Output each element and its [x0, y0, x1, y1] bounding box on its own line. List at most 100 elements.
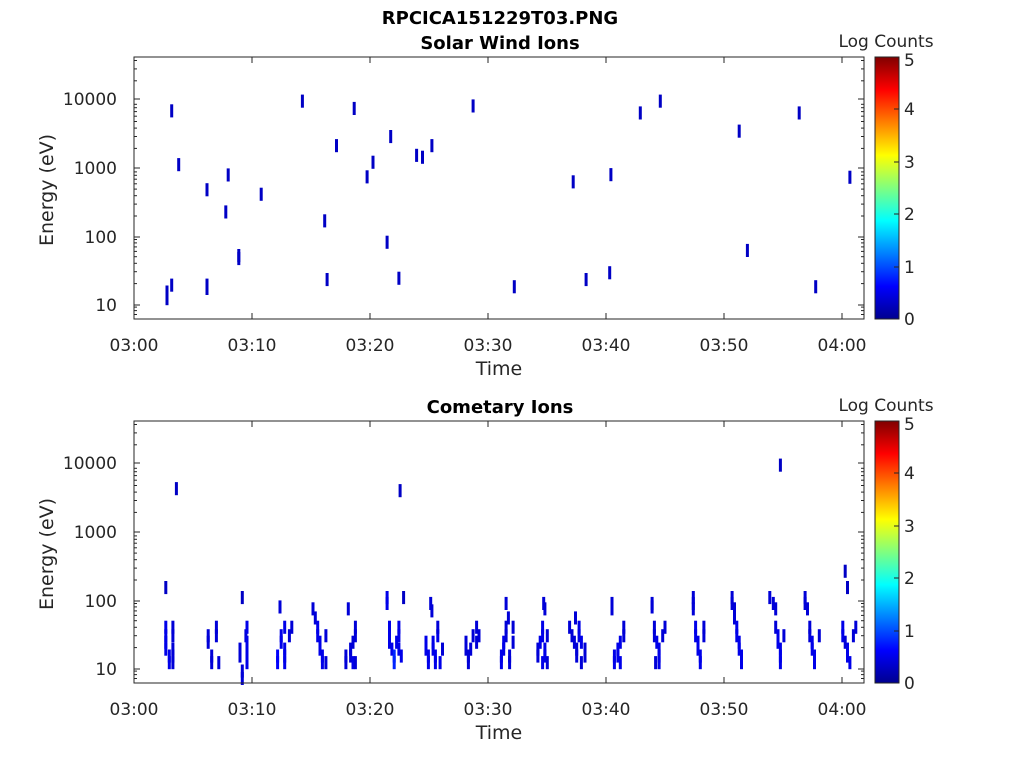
heatmap-cell	[774, 602, 778, 616]
heatmap-cell	[313, 611, 317, 625]
heatmap-cell	[696, 642, 700, 656]
heatmap-cell	[325, 273, 329, 287]
heatmap-cell	[691, 602, 695, 616]
heatmap-cell	[392, 656, 396, 670]
heatmap-cell	[385, 596, 389, 610]
heatmap-cell	[698, 656, 702, 670]
x-tick: 03:00	[110, 57, 159, 356]
heatmap-cell	[397, 629, 401, 643]
heatmap-cell	[324, 629, 328, 643]
heatmap-cell	[616, 649, 620, 663]
y-tick-label: 10	[95, 296, 117, 316]
heatmap-cell	[774, 620, 778, 634]
heatmap-cell	[508, 656, 512, 670]
y-tick-label: 1000	[74, 523, 117, 543]
heatmap-cell	[608, 266, 612, 280]
heatmap-cell	[612, 649, 616, 663]
x-tick: 03:50	[700, 421, 749, 720]
heatmap-cell	[475, 620, 479, 634]
heatmap-cell	[433, 656, 437, 670]
x-tick-label: 03:00	[110, 700, 159, 720]
heatmap-cell	[846, 642, 849, 656]
heatmap-cell	[475, 635, 479, 649]
colorbar-tick-label: 4	[904, 464, 915, 484]
heatmap-cell	[846, 649, 849, 663]
colorbar-tick: 0	[894, 674, 915, 694]
panel-title: Cometary Ions	[427, 397, 574, 418]
heatmap-cell	[424, 635, 428, 649]
x-tick-label: 03:40	[582, 336, 631, 356]
plot-frame	[133, 56, 865, 320]
y-tick-label: 10000	[63, 90, 117, 110]
heatmap-cell	[616, 642, 620, 656]
heatmap-cell	[316, 620, 320, 634]
heatmap-cell	[843, 564, 847, 578]
x-axis-label: Time	[475, 358, 523, 380]
heatmap-cell	[388, 620, 391, 634]
heatmap-cell	[311, 602, 315, 616]
heatmap-cell	[511, 635, 515, 649]
x-tick: 03:30	[464, 57, 513, 356]
heatmap-cell	[541, 629, 545, 643]
heatmap-cell	[737, 642, 741, 656]
heatmap-cell	[654, 656, 658, 670]
heatmap-cell	[776, 635, 780, 649]
heatmap-cell	[214, 629, 218, 643]
heatmap-cell	[778, 649, 782, 663]
heatmap-cell	[570, 629, 574, 643]
heatmap-cell	[584, 273, 588, 287]
heatmap-cell	[344, 649, 348, 663]
colorbar-tick: 2	[894, 569, 915, 589]
x-tick-label: 03:00	[110, 336, 159, 356]
heatmap-cell	[545, 656, 549, 670]
heatmap-cell	[351, 635, 355, 649]
heatmap-cell	[694, 629, 698, 643]
heatmap-cell	[238, 649, 242, 663]
heatmap-cell	[541, 620, 545, 634]
heatmap-cell	[283, 649, 287, 663]
heatmap-cell	[205, 183, 209, 197]
x-tick-label: 03:10	[228, 700, 277, 720]
heatmap-cell	[848, 656, 852, 670]
heatmap-cell	[735, 629, 739, 643]
heatmap-cell	[283, 620, 287, 634]
heatmap-cell	[694, 620, 698, 634]
heatmap-cell	[392, 649, 396, 663]
x-tick: 03:20	[346, 421, 395, 720]
heatmap-cell	[471, 629, 475, 643]
panel-title: Solar Wind Ions	[420, 33, 579, 54]
panel-solar-wind: Solar Wind Ions 10000 1000 100 10 03:00 …	[36, 32, 934, 380]
heatmap-cell	[389, 130, 393, 144]
heatmap-cell	[240, 664, 244, 678]
x-tick-label: 04:00	[818, 336, 867, 356]
heatmap-cell	[696, 635, 700, 649]
heatmap-cell	[245, 635, 249, 649]
heatmap-cell	[846, 581, 849, 595]
y-tick: 10000	[63, 90, 864, 110]
colorbar-tick-label: 5	[904, 415, 915, 435]
heatmap-cell	[259, 187, 263, 201]
y-tick-label: 100	[85, 228, 117, 248]
heatmap-cell	[702, 620, 706, 634]
heatmap-cell	[508, 649, 512, 663]
heatmap-cell	[397, 642, 401, 656]
heatmap-cell	[568, 620, 572, 634]
y-tick: 100	[85, 228, 864, 248]
heatmap-cell	[397, 620, 401, 634]
heatmap-cell	[421, 150, 424, 164]
colorbar-tick-label: 0	[904, 674, 915, 694]
heatmap-cell	[217, 656, 221, 670]
colorbar-tick: 4	[894, 100, 915, 120]
heatmap-cell	[226, 168, 230, 182]
heatmap-cell	[797, 106, 801, 120]
heatmap-cell	[441, 642, 444, 656]
heatmap-cell	[471, 99, 475, 113]
heatmap-cell	[737, 635, 741, 649]
heatmap-cell	[652, 620, 656, 634]
heatmap-cell	[438, 656, 442, 670]
heatmap-cell	[287, 629, 291, 643]
heatmap-cell	[240, 671, 244, 685]
heatmap-cell	[205, 278, 209, 292]
heatmap-cell	[335, 139, 338, 153]
heatmap-cell	[618, 656, 622, 670]
